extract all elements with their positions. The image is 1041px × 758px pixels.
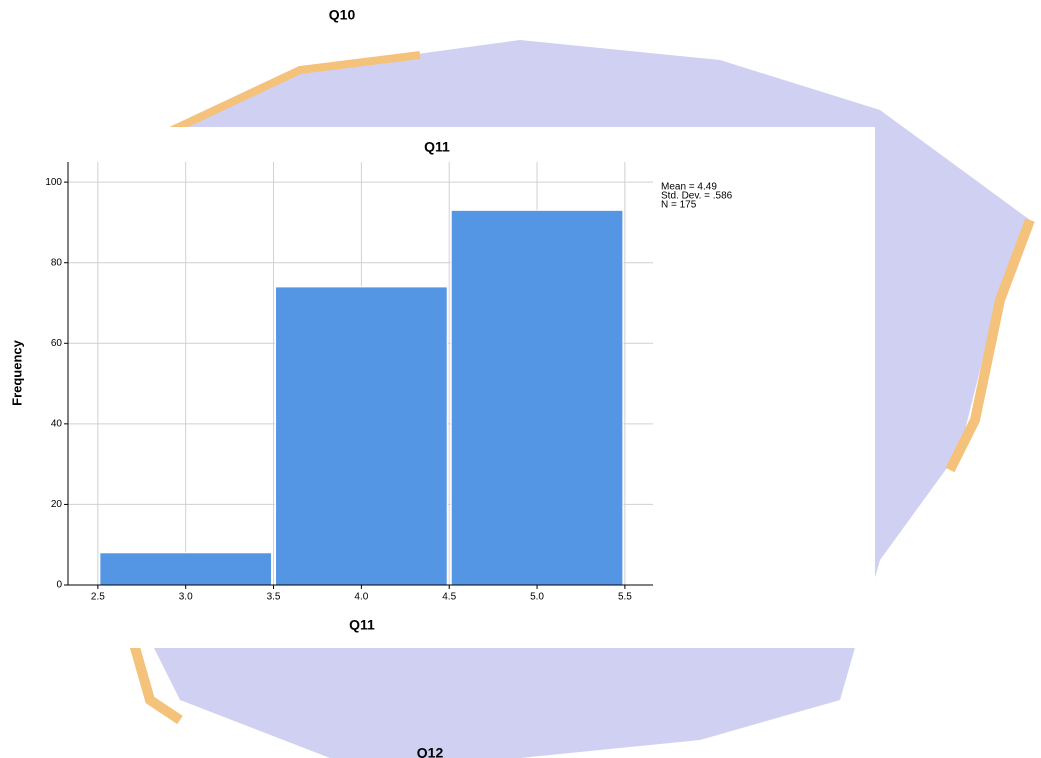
y-tick-label: 20: [51, 499, 63, 510]
x-tick-label: 3.5: [267, 592, 281, 603]
y-tick-label: 40: [51, 418, 63, 429]
x-tick-label: 4.5: [442, 592, 456, 603]
y-tick-label: 60: [51, 338, 63, 349]
watermark-edge: [128, 51, 421, 154]
x-tick-label: 4.0: [354, 592, 368, 603]
stat-annotation: Std. Dev. = .586: [661, 191, 733, 202]
bar: [99, 552, 273, 586]
x-tick-label: 3.0: [179, 592, 193, 603]
footer: Q12: [417, 745, 444, 758]
header: Q10: [329, 7, 356, 23]
x-tick-label: 5.0: [530, 592, 544, 603]
x-tick-label: 2.5: [91, 592, 105, 603]
stat-annotation: Mean = 4.49: [661, 182, 717, 193]
x-tick-label: 5.5: [618, 592, 632, 603]
chart-title: Q11: [424, 139, 450, 155]
x-axis-label: Q11: [349, 617, 375, 633]
y-tick-label: 100: [45, 177, 62, 188]
stat-annotation: N = 175: [661, 200, 697, 211]
bar: [275, 286, 448, 586]
y-tick-label: 0: [56, 580, 62, 591]
watermark-edge: [945, 218, 1035, 473]
y-tick-label: 80: [51, 257, 63, 268]
bar: [450, 209, 624, 586]
y-axis-label: Frequency: [9, 339, 24, 406]
